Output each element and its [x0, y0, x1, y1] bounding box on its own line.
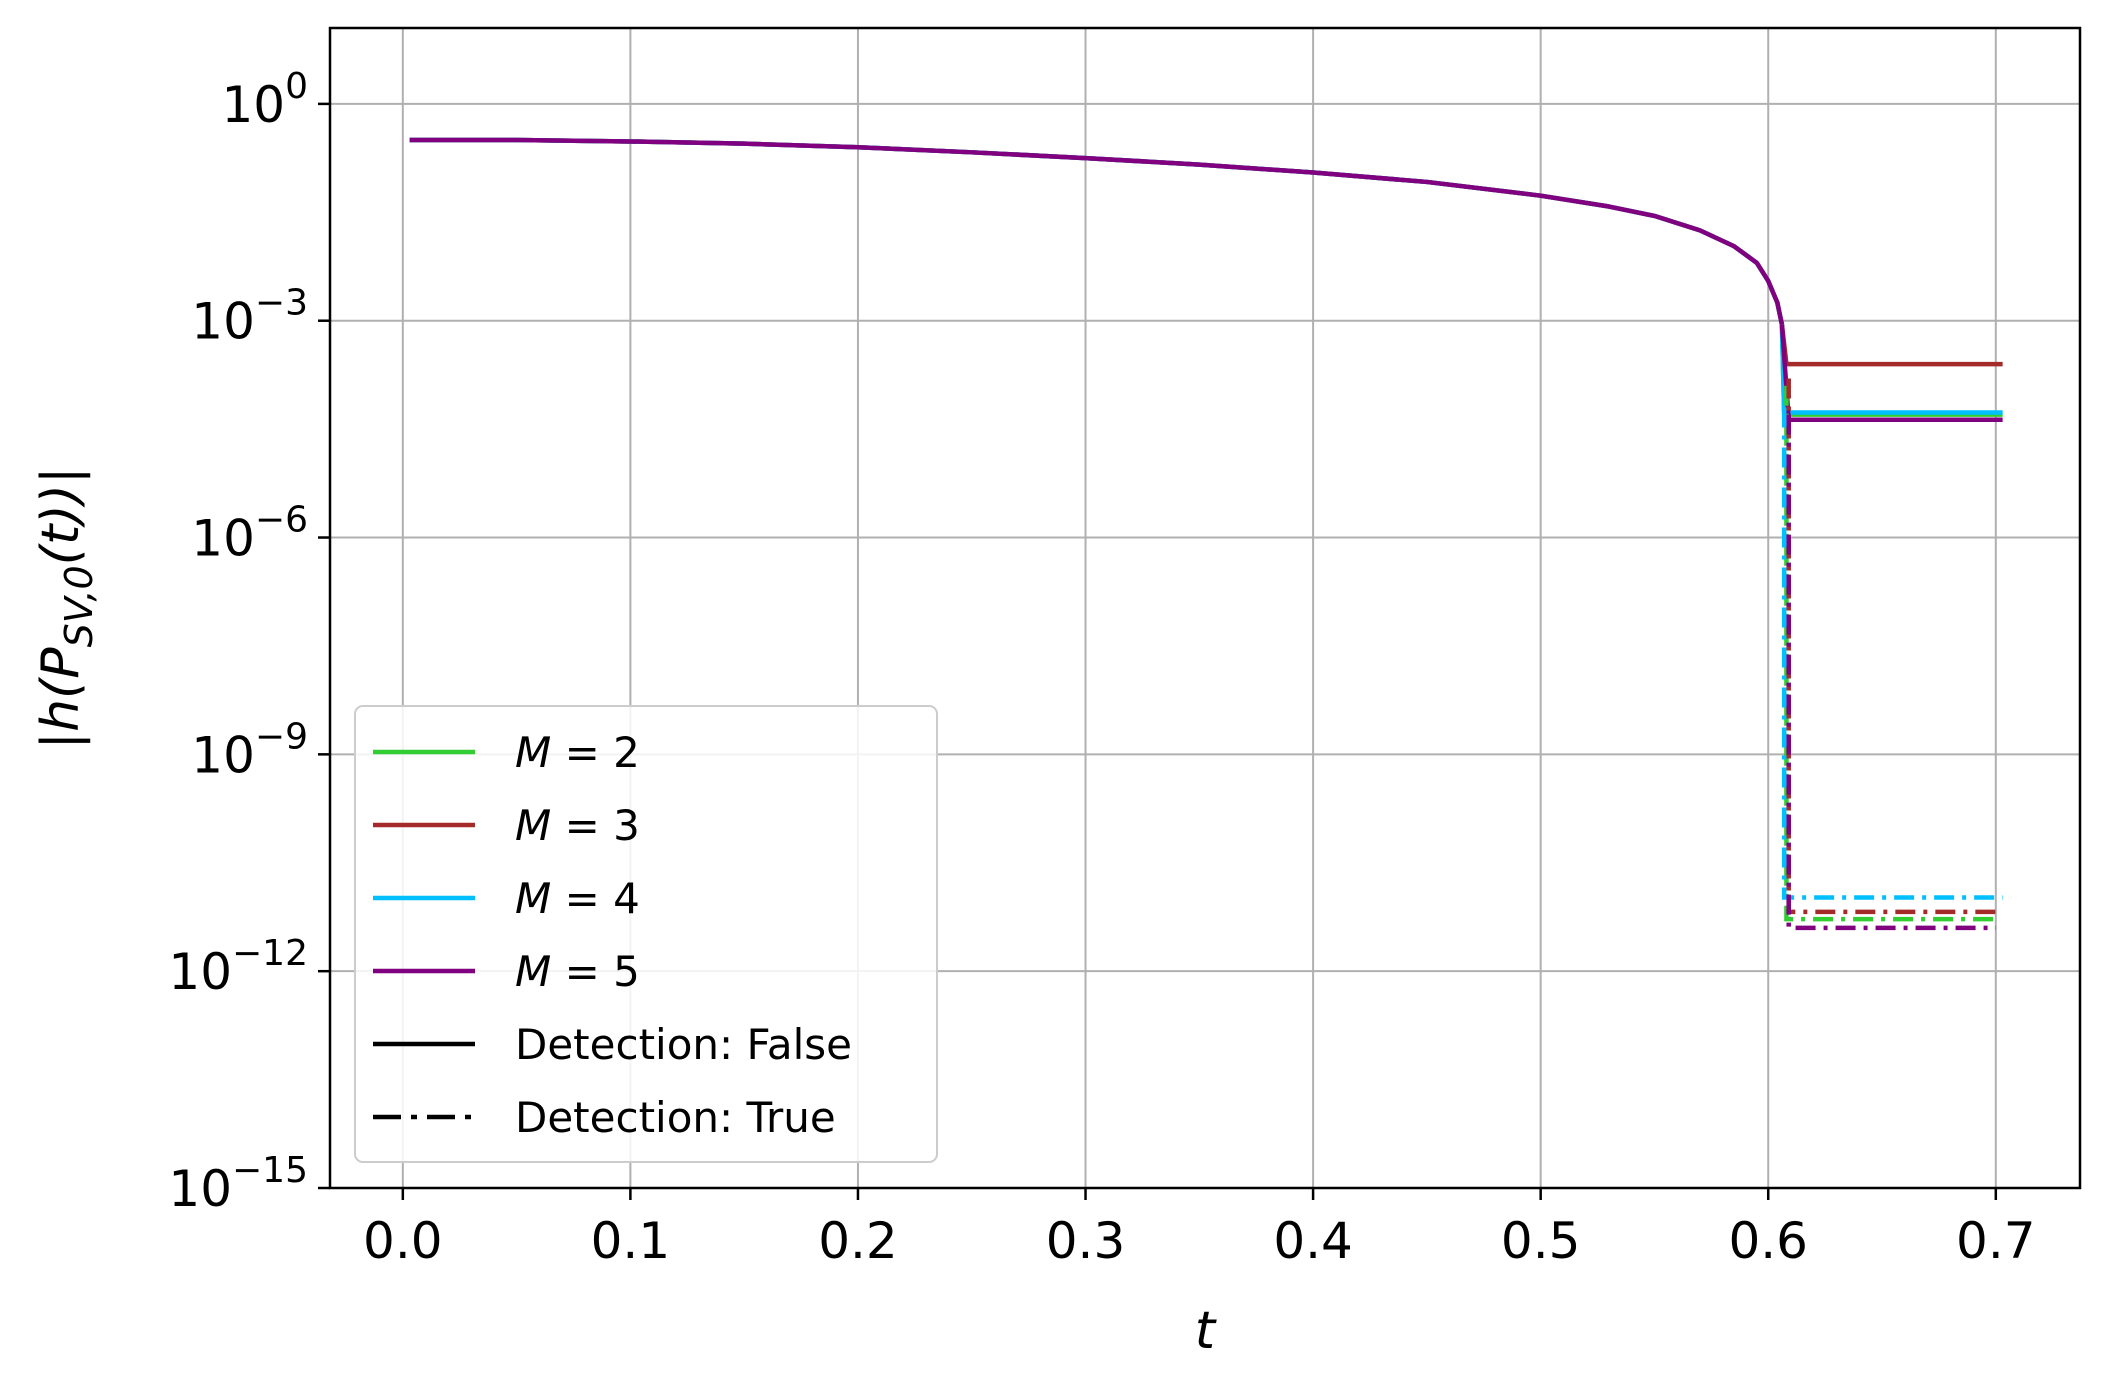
y-axis-title: |h(PSV,0(t))| — [31, 467, 101, 750]
legend-label: M = 3 — [515, 801, 640, 850]
x-tick-label: 0.4 — [1273, 1212, 1353, 1270]
legend-label: M = 4 — [515, 874, 640, 923]
legend-box — [354, 705, 938, 1163]
x-tick-label: 0.6 — [1728, 1212, 1808, 1270]
y-tick-label: 10−6 — [191, 500, 308, 568]
y-tick-label: 10−9 — [191, 716, 308, 784]
y-tick-label: 10−12 — [168, 933, 308, 1001]
legend: M = 2 M = 3 M = 4 M = 5 Detection: False Dete… — [354, 705, 938, 1163]
plot-frame — [328, 26, 2082, 1190]
x-axis-title: t — [1195, 1301, 1217, 1361]
x-tick-label: 0.0 — [363, 1212, 443, 1270]
series-line-dashdot — [1781, 407, 2003, 900]
legend-label: M = 2 — [515, 728, 640, 777]
legend-label: Detection: True — [515, 1093, 836, 1142]
y-tick-label: 10−15 — [168, 1150, 308, 1218]
series-layer — [409, 137, 2003, 931]
y-tick-label: 100 — [221, 66, 308, 134]
ticks: 0.0 0.1 0.2 0.3 0.4 0.5 0.6 0.7 100 10−3 10−6 10−9 1… — [168, 66, 2035, 1270]
x-tick-label: 0.3 — [1046, 1212, 1126, 1270]
legend-label: Detection: False — [515, 1020, 852, 1069]
x-tick-label: 0.1 — [591, 1212, 671, 1270]
x-tick-label: 0.5 — [1501, 1212, 1581, 1270]
x-tick-label: 0.2 — [818, 1212, 898, 1270]
common-curve — [409, 137, 1785, 325]
legend-label: M = 5 — [515, 947, 640, 996]
x-tick-label: 0.7 — [1956, 1212, 2036, 1270]
series-line-dashdot — [1786, 414, 1996, 931]
series-line-dashdot — [1784, 385, 1996, 922]
y-tick-label: 10−3 — [191, 283, 308, 351]
